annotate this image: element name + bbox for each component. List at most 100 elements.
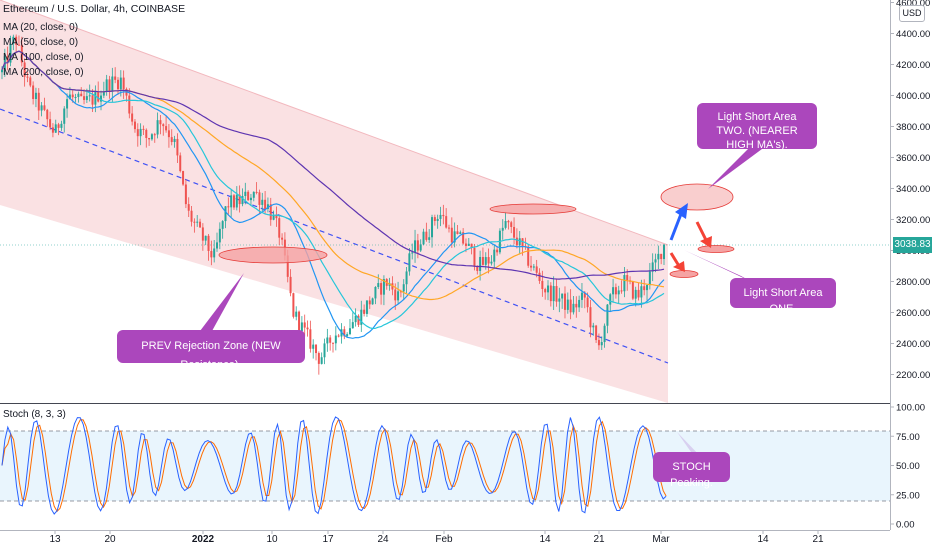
candle-body bbox=[57, 124, 60, 128]
candle-body bbox=[46, 109, 49, 120]
ma50-legend[interactable]: MA (50, close, 0) bbox=[3, 37, 79, 48]
candle-body bbox=[196, 221, 199, 223]
candle-body bbox=[442, 214, 445, 217]
time-axis-label: 20 bbox=[104, 534, 116, 545]
stoch-lines bbox=[1, 416, 667, 515]
candle-body bbox=[643, 286, 646, 291]
candle-body bbox=[249, 197, 252, 201]
candle-body bbox=[54, 124, 57, 133]
candle-body bbox=[102, 91, 105, 96]
ma20-legend[interactable]: MA (20, close, 0) bbox=[3, 22, 79, 33]
annotation-stoch-peaking: STOCH Peaking. bbox=[653, 452, 730, 489]
candle-body bbox=[380, 283, 383, 295]
moving-averages-layer bbox=[1, 50, 665, 339]
candle-body bbox=[37, 92, 40, 111]
candle-body bbox=[63, 108, 66, 124]
ma100-legend[interactable]: MA (100, close, 0) bbox=[3, 52, 84, 63]
candle-body bbox=[60, 123, 63, 128]
candle-body bbox=[481, 257, 484, 265]
candle-body bbox=[580, 292, 583, 300]
candle-body bbox=[193, 221, 196, 223]
candle-body bbox=[394, 289, 397, 301]
candle-body bbox=[218, 228, 221, 243]
candle-body bbox=[470, 243, 473, 248]
time-axis-label: 13 bbox=[49, 534, 61, 545]
price-axis-label: 3400.00 bbox=[896, 184, 930, 195]
candle-body bbox=[165, 126, 168, 131]
candle-body bbox=[23, 62, 26, 77]
candle-body bbox=[131, 113, 134, 122]
callout-pointer bbox=[684, 250, 752, 282]
candle-body bbox=[555, 286, 558, 302]
candle-body bbox=[230, 195, 233, 208]
currency-label[interactable]: USD bbox=[899, 5, 925, 22]
candle-body bbox=[255, 191, 258, 193]
candle-body bbox=[40, 105, 43, 111]
stoch-axis-label: 25.00 bbox=[896, 490, 920, 501]
dashed-trendline bbox=[0, 108, 669, 364]
price-axis[interactable]: 4600.00 4400.00 4200.00 4000.00 3800.00 3600.… bbox=[890, 0, 930, 381]
ma50-line bbox=[1, 50, 665, 330]
price-axis-label: 2600.00 bbox=[896, 308, 930, 319]
stoch-axis[interactable]: 100.00 75.00 50.00 25.00 0.00 bbox=[890, 403, 925, 531]
candle-body bbox=[631, 281, 634, 299]
candle-body bbox=[238, 194, 241, 205]
candle-body bbox=[323, 343, 326, 358]
candle-body bbox=[281, 237, 284, 240]
candle-body bbox=[272, 215, 275, 220]
candle-body bbox=[374, 287, 377, 299]
candle-body bbox=[597, 340, 600, 346]
candle-body bbox=[77, 93, 80, 98]
candle-body bbox=[156, 120, 159, 135]
candle-body bbox=[66, 99, 69, 109]
candle-body bbox=[145, 129, 148, 138]
candle-body bbox=[201, 227, 204, 241]
candle-body bbox=[363, 309, 366, 314]
candle-body bbox=[43, 105, 46, 110]
candle-body bbox=[549, 285, 552, 302]
candle-body bbox=[329, 337, 332, 343]
candle-body bbox=[204, 235, 207, 241]
candle-body bbox=[148, 137, 151, 140]
candle-body bbox=[614, 287, 617, 295]
annotation-short-area-one: Light Short Area ONE. bbox=[730, 278, 836, 315]
down-arrow-icon bbox=[669, 252, 685, 272]
candle-body bbox=[235, 194, 238, 208]
candle-body bbox=[187, 204, 190, 211]
candle-body bbox=[416, 240, 419, 251]
candle-body bbox=[547, 285, 550, 293]
candle-body bbox=[453, 231, 456, 243]
candle-body bbox=[179, 155, 182, 172]
candle-body bbox=[74, 97, 77, 99]
candle-body bbox=[450, 227, 453, 243]
ma200-legend[interactable]: MA (200, close, 0) bbox=[3, 67, 84, 78]
candle-body bbox=[170, 137, 173, 143]
stoch-axis-label: 0.00 bbox=[896, 520, 915, 531]
candle-body bbox=[216, 242, 219, 249]
stoch-d-line bbox=[1, 419, 667, 513]
candle-body bbox=[513, 226, 516, 238]
candle-body bbox=[530, 265, 533, 268]
candle-body bbox=[626, 275, 629, 281]
candle-body bbox=[552, 286, 555, 302]
candle-body bbox=[563, 293, 566, 310]
candle-body bbox=[654, 259, 657, 263]
candle-body bbox=[368, 300, 371, 305]
down-arrow-icon bbox=[695, 221, 712, 248]
stoch-legend[interactable]: Stoch (8, 3, 3) bbox=[3, 409, 66, 420]
candle-body bbox=[303, 322, 306, 328]
candle-body bbox=[402, 284, 405, 292]
candle-body bbox=[105, 79, 108, 92]
candle-body bbox=[612, 287, 615, 295]
time-axis[interactable]: 13 20 2022 10 17 24 Feb 14 21 Mar 14 21 bbox=[49, 530, 824, 545]
candle-body bbox=[360, 309, 363, 325]
candle-body bbox=[544, 289, 547, 293]
candle-body bbox=[399, 291, 402, 293]
candle-body bbox=[501, 227, 504, 231]
candle-body bbox=[68, 94, 71, 100]
candle-body bbox=[292, 293, 295, 317]
candle-body bbox=[507, 221, 510, 223]
candle-body bbox=[569, 299, 572, 313]
price-axis-label: 2800.00 bbox=[896, 277, 930, 288]
time-axis-label: 14 bbox=[757, 534, 769, 545]
